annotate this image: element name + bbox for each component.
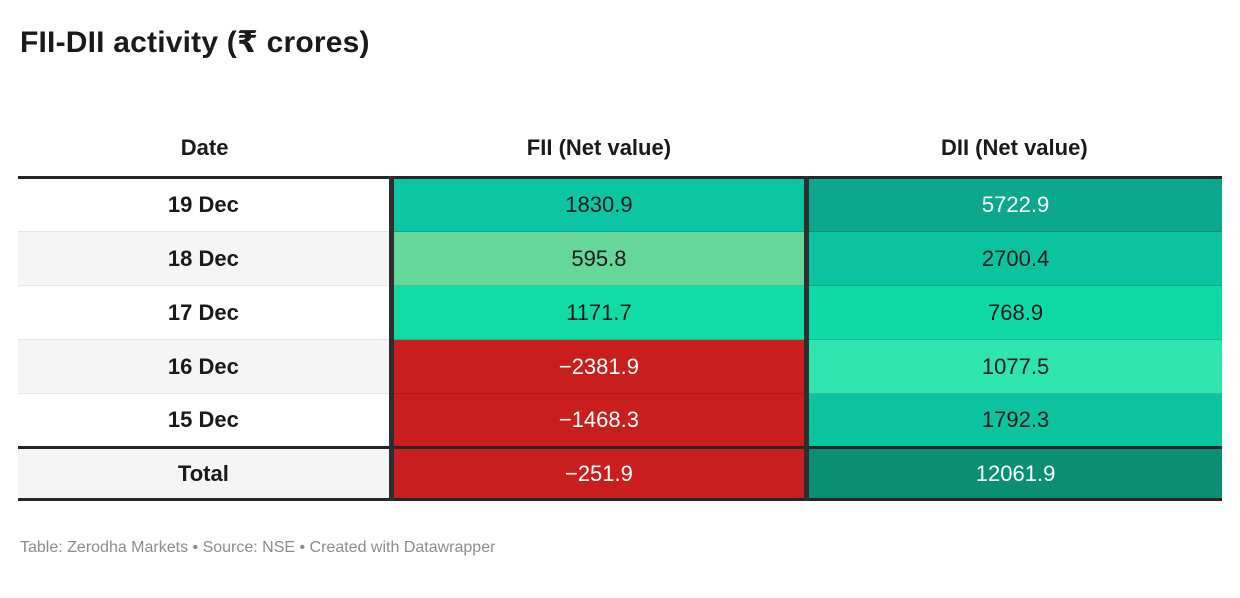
fii-value-cell: −2381.9	[388, 339, 807, 394]
fii-value-cell: −1468.3	[388, 393, 807, 448]
dii-value-cell: 768.9	[804, 285, 1222, 340]
dii-value-cell: 5722.9	[804, 177, 1222, 232]
dii-value-cell: 1792.3	[804, 393, 1222, 448]
table-row-19-dec: 19 Dec 1830.9 5722.9	[18, 177, 1222, 232]
table-row-total: Total −251.9 12061.9	[18, 446, 1222, 501]
column-header-date: Date	[18, 119, 392, 179]
table-row-18-dec: 18 Dec 595.8 2700.4	[18, 231, 1222, 286]
total-label-cell: Total	[18, 446, 392, 501]
date-cell: 16 Dec	[18, 339, 392, 394]
table-row-15-dec: 15 Dec −1468.3 1792.3	[18, 393, 1222, 448]
table-header: Date FII (Net value) DII (Net value)	[18, 119, 1222, 179]
fii-total-cell: −251.9	[388, 446, 807, 501]
date-cell: 17 Dec	[18, 285, 392, 340]
attribution-footer: Table: Zerodha Markets • Source: NSE • C…	[20, 539, 496, 556]
date-cell: 15 Dec	[18, 393, 392, 448]
dii-value-cell: 2700.4	[804, 231, 1222, 286]
fii-value-cell: 1171.7	[388, 285, 807, 340]
fii-value-cell: 595.8	[388, 231, 807, 286]
column-header-dii: DII (Net value)	[806, 119, 1222, 179]
page-title: FII-DII activity (₹ crores)	[20, 26, 370, 59]
header-row: Date FII (Net value) DII (Net value)	[18, 119, 1222, 179]
table-row-17-dec: 17 Dec 1171.7 768.9	[18, 285, 1222, 340]
date-cell: 18 Dec	[18, 231, 392, 286]
fii-dii-table: Date FII (Net value) DII (Net value) 19 …	[18, 119, 1222, 501]
dii-value-cell: 1077.5	[804, 339, 1222, 394]
fii-value-cell: 1830.9	[388, 177, 807, 232]
column-header-fii: FII (Net value)	[391, 119, 807, 179]
dii-total-cell: 12061.9	[804, 446, 1222, 501]
date-cell: 19 Dec	[18, 177, 392, 232]
table-row-16-dec: 16 Dec −2381.9 1077.5	[18, 339, 1222, 394]
